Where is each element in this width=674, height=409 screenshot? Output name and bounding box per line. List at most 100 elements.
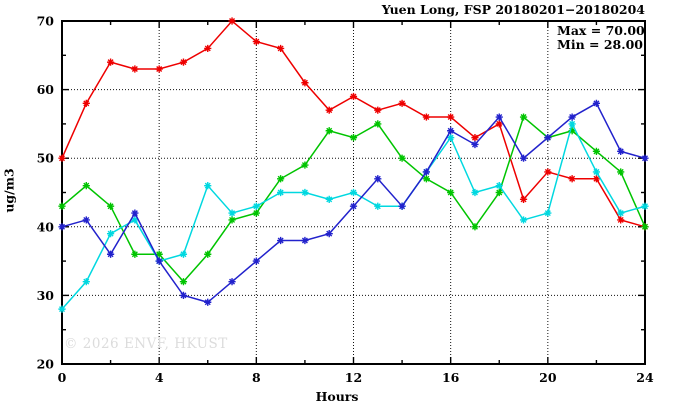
data-point-day-2-green xyxy=(374,120,382,128)
data-point-day-3-blue xyxy=(544,134,552,142)
data-point-day-1-red xyxy=(301,79,309,87)
data-point-day-1-red xyxy=(495,120,503,128)
data-point-day-3-blue xyxy=(131,209,139,217)
chart-title: Yuen Long, FSP 20180201−20180204 xyxy=(381,2,645,17)
data-point-day-3-blue xyxy=(349,202,358,210)
maxmin-annotation: Max = 70.00 Min = 28.00 xyxy=(557,24,645,52)
data-point-day-4-cyan xyxy=(617,209,625,217)
data-point-day-4-cyan xyxy=(519,216,528,224)
data-point-day-2-green xyxy=(447,188,455,197)
data-point-day-2-green xyxy=(204,250,212,258)
data-point-day-2-green xyxy=(641,223,649,231)
data-point-day-2-green xyxy=(179,278,188,286)
data-point-day-4-cyan xyxy=(495,182,503,190)
data-point-day-4-cyan xyxy=(228,209,236,217)
data-point-day-4-cyan xyxy=(641,202,649,210)
data-point-day-2-green xyxy=(519,113,528,121)
data-point-day-3-blue xyxy=(519,154,528,162)
data-point-day-2-green xyxy=(495,188,503,197)
data-point-day-3-blue xyxy=(617,147,625,155)
watermark: © 2026 ENVF, HKUST xyxy=(64,336,228,352)
data-point-day-3-blue xyxy=(422,168,430,176)
data-point-day-2-green xyxy=(277,175,285,183)
data-point-day-2-green xyxy=(82,182,90,190)
data-point-day-4-cyan xyxy=(471,188,479,197)
data-point-day-4-cyan xyxy=(374,202,382,210)
x-tick-label: 20 xyxy=(539,370,557,385)
data-point-day-1-red xyxy=(82,99,90,107)
data-point-day-4-cyan xyxy=(252,202,260,210)
x-tick-label: 12 xyxy=(345,370,362,385)
y-tick-label: 40 xyxy=(37,219,55,234)
data-point-day-3-blue xyxy=(179,291,188,299)
data-point-day-4-cyan xyxy=(179,250,188,258)
data-point-day-2-green xyxy=(349,134,358,142)
data-point-day-1-red xyxy=(398,99,406,107)
y-tick-label: 20 xyxy=(37,357,55,372)
data-point-day-1-red xyxy=(422,113,430,121)
data-point-day-1-red xyxy=(374,106,382,114)
data-point-day-3-blue xyxy=(82,216,90,224)
data-point-day-1-red xyxy=(617,216,625,224)
data-point-day-1-red xyxy=(325,106,333,114)
x-tick-label: 4 xyxy=(155,370,164,385)
x-tick-label: 24 xyxy=(636,370,654,385)
data-point-day-1-red xyxy=(447,113,455,121)
data-point-day-3-blue xyxy=(155,257,163,265)
data-point-day-1-red xyxy=(252,37,260,46)
x-axis-title: Hours xyxy=(315,389,359,404)
plot-frame xyxy=(61,20,646,365)
y-tick-label: 30 xyxy=(37,288,55,303)
data-point-day-4-cyan xyxy=(204,182,212,190)
data-point-day-2-green xyxy=(301,161,309,169)
max-label: Max = 70.00 xyxy=(557,23,645,38)
data-point-day-4-cyan xyxy=(568,120,576,128)
data-point-day-1-red xyxy=(519,195,528,203)
data-point-day-3-blue xyxy=(106,250,115,258)
data-point-day-1-red xyxy=(471,134,479,142)
data-point-day-1-red xyxy=(568,175,576,183)
data-point-day-3-blue xyxy=(228,278,236,286)
data-point-day-4-cyan xyxy=(277,188,285,197)
data-point-day-4-cyan xyxy=(325,195,333,203)
data-point-day-3-blue xyxy=(301,236,309,245)
data-point-day-2-green xyxy=(155,250,163,258)
data-point-day-1-red xyxy=(179,58,188,66)
data-point-day-2-green xyxy=(58,202,66,210)
data-point-day-4-cyan xyxy=(349,188,358,197)
data-point-day-2-green xyxy=(131,250,139,258)
data-point-day-3-blue xyxy=(471,140,479,149)
y-tick-label: 70 xyxy=(37,14,55,29)
y-tick-label: 50 xyxy=(37,151,55,166)
data-point-day-1-red xyxy=(277,44,285,53)
data-point-day-4-cyan xyxy=(544,209,552,217)
data-point-day-1-red xyxy=(349,92,358,101)
data-point-day-1-red xyxy=(106,58,115,66)
data-point-day-3-blue xyxy=(398,202,406,210)
data-point-day-1-red xyxy=(204,44,212,53)
x-tick-label: 16 xyxy=(442,370,460,385)
x-tick-label: 0 xyxy=(58,370,67,385)
data-point-day-1-red xyxy=(544,168,552,176)
data-point-day-3-blue xyxy=(325,230,333,238)
data-point-day-4-cyan xyxy=(82,278,90,286)
data-point-day-2-green xyxy=(568,127,576,135)
data-point-day-3-blue xyxy=(447,127,455,135)
x-tick-label: 8 xyxy=(252,370,261,385)
data-point-day-1-red xyxy=(592,175,601,183)
data-point-day-3-blue xyxy=(204,298,212,306)
data-point-day-2-green xyxy=(471,223,479,231)
data-point-day-3-blue xyxy=(641,154,649,162)
min-label: Min = 28.00 xyxy=(557,37,643,52)
data-point-day-4-cyan xyxy=(301,188,309,197)
data-point-day-2-green xyxy=(592,147,601,155)
data-point-day-1-red xyxy=(58,154,66,162)
data-point-day-3-blue xyxy=(58,223,66,231)
data-point-day-2-green xyxy=(228,216,236,224)
data-point-day-4-cyan xyxy=(106,230,115,238)
data-point-day-3-blue xyxy=(568,113,576,121)
data-point-day-3-blue xyxy=(277,236,285,245)
data-point-day-4-cyan xyxy=(592,168,601,176)
